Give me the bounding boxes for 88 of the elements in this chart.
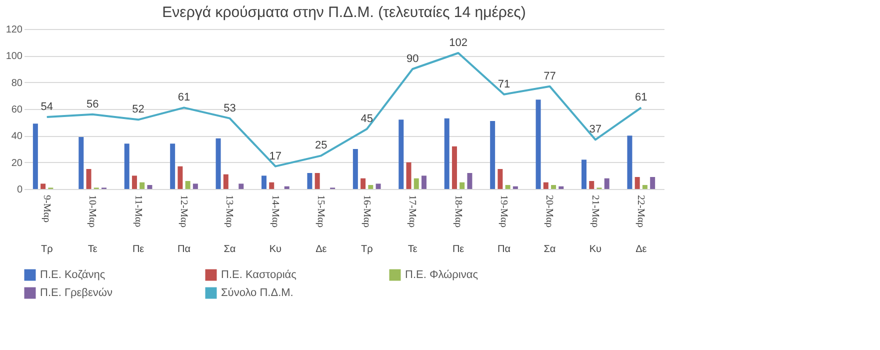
bar: [352, 149, 358, 189]
bar: [582, 160, 586, 189]
bar: [147, 185, 152, 189]
bar: [132, 176, 137, 189]
bar: [422, 176, 426, 189]
y-tick-label: 80: [11, 78, 23, 89]
chart-title: Ενεργά κρούσματα στην Π.Δ.Μ. (τελευταίες 14 ημέρες): [162, 4, 526, 21]
category-label: 15-Μαρ Δε: [315, 195, 327, 255]
legend-label: Σύνολο Π.Δ.Μ.: [221, 287, 294, 299]
data-label: 53: [224, 102, 236, 114]
category-label: 11-Μαρ Πε: [132, 195, 144, 255]
bar: [551, 185, 556, 189]
category-label: 22-Μαρ Δε: [635, 195, 647, 255]
category-label: 18-Μαρ Πε: [452, 195, 464, 255]
y-tick-label: 40: [11, 131, 23, 142]
category-label: 20-Μαρ Σα: [544, 195, 556, 255]
data-label: 61: [178, 92, 190, 104]
bar: [444, 118, 450, 189]
y-tick-label: 120: [6, 24, 23, 36]
bar: [460, 182, 465, 189]
data-label: 25: [315, 140, 328, 152]
category-label: 16-Μαρ Τρ: [360, 195, 373, 255]
bar: [406, 162, 412, 189]
category-label: 17-Μαρ Τε: [406, 195, 418, 255]
data-label: 90: [406, 53, 419, 65]
bar: [192, 184, 198, 189]
y-tick-label: 60: [11, 104, 23, 116]
category-label: 13-Μαρ Σα: [224, 195, 236, 255]
category-label: 21-Μαρ Κυ: [589, 195, 602, 255]
bar: [589, 181, 594, 189]
bar: [223, 174, 228, 189]
legend-label: Π.Ε. Καστοριάς: [221, 269, 296, 281]
legend-label: Π.Ε. Κοζάνης: [40, 269, 106, 281]
data-label: 77: [544, 70, 556, 82]
bar: [452, 146, 457, 189]
bar: [360, 178, 366, 189]
data-label: 71: [498, 78, 510, 90]
bar: [185, 181, 190, 189]
bar: [170, 144, 176, 189]
bar: [307, 173, 312, 189]
bar: [634, 177, 640, 189]
bar: [314, 173, 320, 189]
category-label: 12-Μαρ Πα: [177, 195, 191, 255]
category-label: 10-Μαρ Τε: [86, 195, 98, 255]
bar: [536, 100, 541, 189]
bar: [376, 184, 381, 189]
bar: [543, 182, 548, 189]
bar: [262, 176, 266, 189]
data-label: 102: [449, 37, 468, 49]
bar: [124, 144, 130, 189]
bar: [505, 185, 510, 189]
bar: [650, 177, 656, 189]
bar: [558, 186, 564, 189]
bar: [238, 184, 244, 189]
legend-label: Π.Ε. Γρεβενών: [40, 287, 113, 299]
bar: [498, 169, 503, 189]
bar: [642, 185, 648, 189]
data-label: 56: [86, 98, 99, 110]
category-label: 9-Μαρ Τρ: [40, 195, 53, 255]
bar: [78, 137, 84, 189]
legend-label: Π.Ε. Φλώρινας: [405, 269, 478, 281]
category-label: 19-Μαρ Πα: [497, 195, 511, 255]
data-label: 37: [589, 124, 602, 136]
bar: [490, 121, 496, 189]
data-label: 54: [40, 101, 53, 113]
bar: [627, 136, 632, 189]
bar: [284, 186, 290, 189]
y-tick-label: 0: [16, 184, 23, 196]
bar: [512, 186, 518, 189]
bar: [216, 138, 221, 189]
category-label: 14-Μαρ Κυ: [269, 195, 282, 255]
bar: [140, 182, 145, 189]
bar: [178, 166, 183, 189]
y-tick-label: 100: [6, 51, 23, 62]
data-label: 61: [635, 92, 648, 104]
y-tick-label: 20: [11, 158, 23, 169]
bar: [604, 178, 610, 189]
bar: [368, 185, 374, 189]
bar: [269, 182, 274, 189]
data-label: 52: [132, 104, 144, 116]
bar: [32, 124, 38, 189]
bar: [414, 178, 419, 189]
bar: [467, 173, 472, 189]
data-label: 45: [360, 113, 373, 125]
bar: [40, 184, 46, 189]
bar: [86, 169, 92, 189]
data-label: 17: [269, 150, 282, 162]
bar: [398, 120, 404, 189]
